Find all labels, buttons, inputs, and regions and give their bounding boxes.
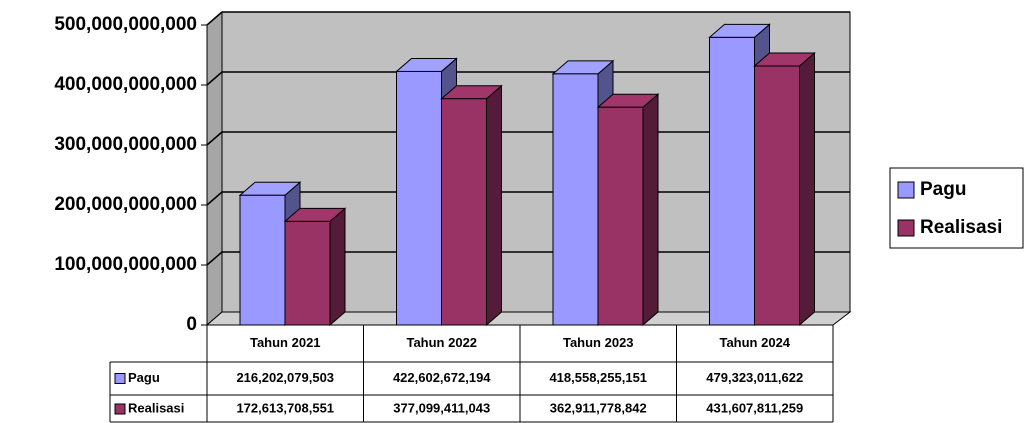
legend-key (897, 219, 915, 237)
table-legend-key (114, 373, 126, 384)
grid-line (206, 131, 223, 146)
legend-label: Realisasi (920, 217, 1002, 238)
side-wall (206, 10, 223, 327)
bar (239, 194, 286, 326)
x-tick-label: Tahun 2023 (563, 335, 634, 350)
table-value: 172,613,708,551 (236, 400, 334, 415)
table-legend-key (114, 403, 126, 415)
x-tick-label: Tahun 2024 (719, 335, 790, 350)
y-tick-label: 500,000,000,000 (54, 14, 197, 35)
bar-side (329, 207, 346, 327)
bar (754, 65, 800, 326)
bar (441, 98, 487, 326)
table-row-label: Realisasi (128, 400, 184, 415)
table-value: 422,602,672,194 (393, 370, 491, 385)
table-row-label: Pagu (128, 370, 160, 385)
table-value: 377,099,411,043 (393, 400, 490, 415)
x-tick-label: Tahun 2021 (250, 335, 321, 350)
bar (597, 106, 644, 326)
grid-line (206, 71, 223, 86)
grid-line (206, 251, 223, 266)
x-tick-label: Tahun 2022 (406, 335, 477, 350)
bar-side (799, 51, 815, 327)
table-value: 479,323,011,622 (706, 370, 803, 385)
table-value: 216,202,079,503 (236, 370, 334, 385)
bar (552, 73, 599, 326)
table-value: 418,558,255,151 (549, 370, 647, 385)
bar-side (642, 93, 659, 327)
legend-key (897, 181, 915, 199)
y-tick-label: 300,000,000,000 (54, 134, 197, 155)
y-tick-label: 400,000,000,000 (54, 74, 197, 95)
grid-line (206, 191, 223, 206)
grid-line (206, 11, 223, 26)
bar (709, 36, 755, 326)
legend-label: Pagu (920, 179, 966, 200)
table-value: 431,607,811,259 (706, 400, 803, 415)
bar-side (486, 84, 502, 327)
y-tick-label: 0 (186, 314, 197, 335)
table-value: 362,911,778,842 (550, 400, 647, 415)
bar (284, 220, 331, 326)
y-tick-label: 100,000,000,000 (54, 254, 197, 275)
y-tick-label: 200,000,000,000 (54, 194, 197, 215)
bar (396, 70, 442, 326)
